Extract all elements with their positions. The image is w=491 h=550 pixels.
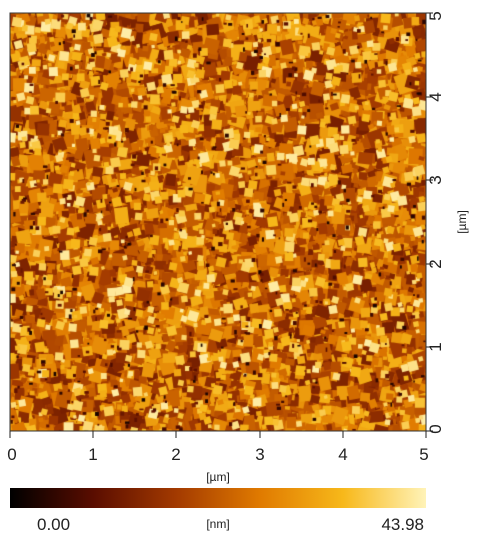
colorbar-max-label: 43.98 <box>381 515 424 534</box>
afm-height-map <box>10 13 426 431</box>
y-axis <box>426 12 433 432</box>
y-axis-label: [µm] <box>455 210 469 234</box>
x-axis <box>9 431 427 438</box>
y-tick-label: 4 <box>426 92 445 101</box>
y-tick-label: 2 <box>426 259 445 268</box>
y-tick-label: 1 <box>426 342 445 351</box>
x-tick-label: 5 <box>419 445 428 464</box>
x-tick-label: 4 <box>338 445 347 464</box>
x-tick-label: 2 <box>171 445 180 464</box>
colorbar-min-label: 0.00 <box>37 515 70 534</box>
colorbar-unit-label: [nm] <box>206 517 229 531</box>
y-tick-label: 5 <box>426 11 445 20</box>
colorbar-gradient <box>10 488 426 508</box>
x-tick-label: 3 <box>255 445 264 464</box>
y-tick-label: 3 <box>426 175 445 184</box>
x-axis-label: [µm] <box>206 470 230 484</box>
x-tick-label: 0 <box>7 445 16 464</box>
plot-frame <box>9 12 427 432</box>
x-tick-label: 1 <box>88 445 97 464</box>
y-tick-label: 0 <box>426 424 445 433</box>
